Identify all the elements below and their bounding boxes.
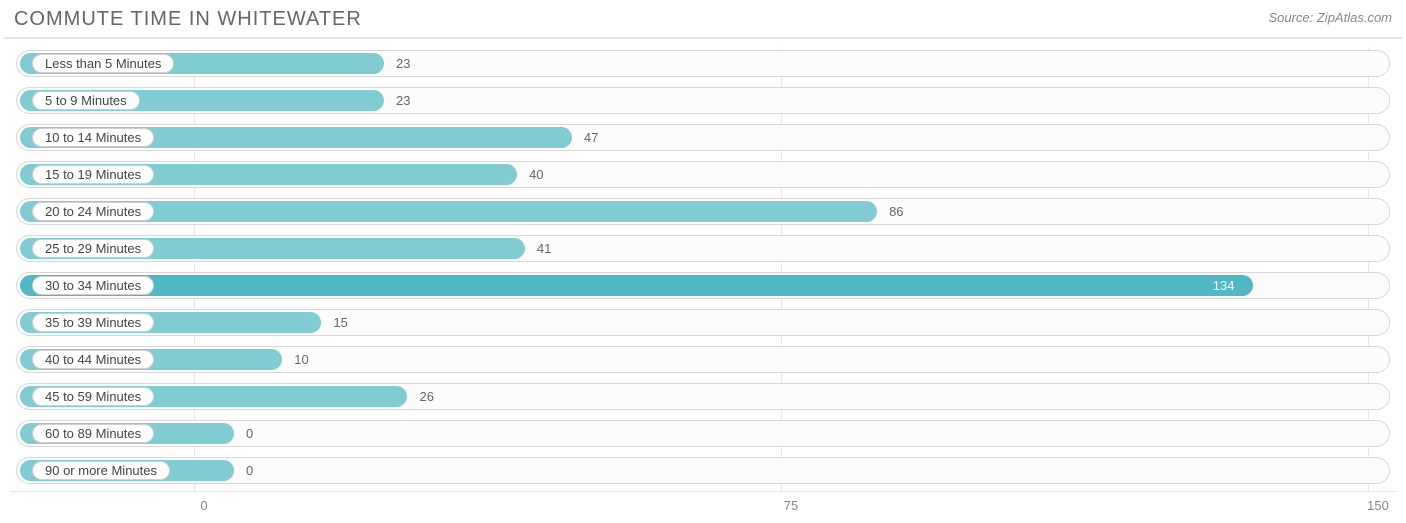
bar-row: 20 to 24 Minutes 86 [10, 195, 1396, 228]
category-label: 60 to 89 Minutes [32, 424, 154, 443]
bar-row: 25 to 29 Minutes 41 [10, 232, 1396, 265]
value-label: 40 [529, 158, 543, 191]
bar-rows: Less than 5 Minutes 23 5 to 9 Minutes 23 10 … [10, 47, 1396, 487]
x-axis: 0 75 150 [10, 491, 1396, 521]
bar-row: 40 to 44 Minutes 10 [10, 343, 1396, 376]
category-label: 20 to 24 Minutes [32, 202, 154, 221]
bar [20, 275, 1253, 296]
axis-tick: 150 [1367, 498, 1389, 513]
header-divider [4, 37, 1402, 39]
value-label: 26 [419, 380, 433, 413]
bar-row: 45 to 59 Minutes 26 [10, 380, 1396, 413]
axis-tick: 0 [200, 498, 207, 513]
chart-area: Less than 5 Minutes 23 5 to 9 Minutes 23 10 … [0, 47, 1406, 521]
category-label: 40 to 44 Minutes [32, 350, 154, 369]
value-label: 41 [537, 232, 551, 265]
bar-row: 30 to 34 Minutes 134 [10, 269, 1396, 302]
category-label: 25 to 29 Minutes [32, 239, 154, 258]
value-label: 10 [294, 343, 308, 376]
category-label: 5 to 9 Minutes [32, 91, 140, 110]
bar-row: 15 to 19 Minutes 40 [10, 158, 1396, 191]
bar-row: Less than 5 Minutes 23 [10, 47, 1396, 80]
bar-row: 60 to 89 Minutes 0 [10, 417, 1396, 450]
value-label: 0 [246, 417, 253, 450]
bar-row: 5 to 9 Minutes 23 [10, 84, 1396, 117]
chart-source: Source: ZipAtlas.com [1268, 8, 1392, 25]
chart-header: COMMUTE TIME IN WHITEWATER Source: ZipAt… [0, 0, 1406, 35]
value-label: 23 [396, 47, 410, 80]
category-label: 15 to 19 Minutes [32, 165, 154, 184]
category-label: 30 to 34 Minutes [32, 276, 154, 295]
category-label: Less than 5 Minutes [32, 54, 174, 73]
value-label: 15 [333, 306, 347, 339]
bar-row: 90 or more Minutes 0 [10, 454, 1396, 487]
value-label: 134 [1213, 269, 1235, 302]
value-label: 0 [246, 454, 253, 487]
value-label: 47 [584, 121, 598, 154]
category-label: 10 to 14 Minutes [32, 128, 154, 147]
value-label: 23 [396, 84, 410, 117]
category-label: 35 to 39 Minutes [32, 313, 154, 332]
axis-tick: 75 [784, 498, 798, 513]
bar-row: 10 to 14 Minutes 47 [10, 121, 1396, 154]
bar-row: 35 to 39 Minutes 15 [10, 306, 1396, 339]
value-label: 86 [889, 195, 903, 228]
chart-title: COMMUTE TIME IN WHITEWATER [14, 8, 362, 31]
category-label: 45 to 59 Minutes [32, 387, 154, 406]
category-label: 90 or more Minutes [32, 461, 170, 480]
